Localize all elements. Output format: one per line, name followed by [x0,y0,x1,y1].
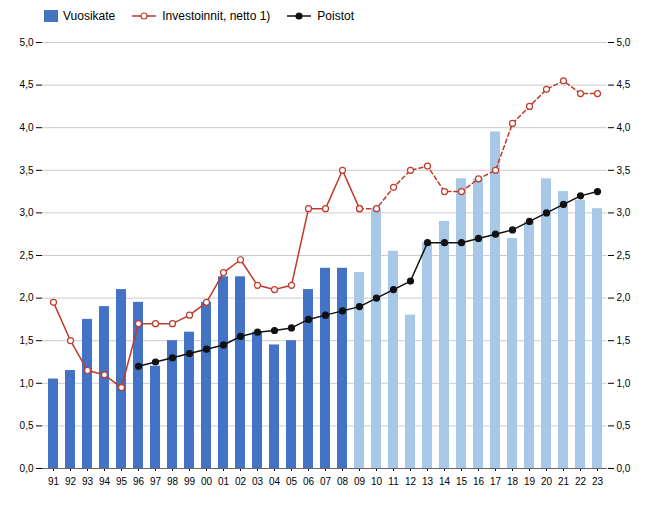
svg-text:0,0: 0,0 [617,463,631,474]
svg-text:00: 00 [201,476,213,487]
svg-text:2,0: 2,0 [20,292,34,303]
svg-text:10: 10 [371,476,383,487]
svg-text:4,5: 4,5 [617,79,631,90]
svg-text:97: 97 [150,476,162,487]
svg-text:3,5: 3,5 [617,165,631,176]
svg-text:2,0: 2,0 [617,292,631,303]
svg-text:1,5: 1,5 [20,335,34,346]
svg-text:04: 04 [269,476,281,487]
svg-text:0,5: 0,5 [20,420,34,431]
svg-text:2,5: 2,5 [20,250,34,261]
svg-text:3,0: 3,0 [20,207,34,218]
svg-text:06: 06 [303,476,315,487]
svg-text:23: 23 [592,476,604,487]
svg-text:4,0: 4,0 [617,122,631,133]
svg-text:14: 14 [439,476,451,487]
svg-text:09: 09 [354,476,366,487]
svg-text:1,0: 1,0 [20,378,34,389]
svg-text:16: 16 [473,476,485,487]
html-text:Investoinnit, netto 1): Investoinnit, netto 1) [162,9,271,23]
svg-text:21: 21 [558,476,570,487]
svg-text:22: 22 [575,476,587,487]
svg-text:99: 99 [184,476,196,487]
svg-text:07: 07 [320,476,332,487]
svg-text:95: 95 [116,476,128,487]
svg-text:17: 17 [490,476,502,487]
svg-text:96: 96 [133,476,145,487]
svg-text:3,5: 3,5 [20,165,34,176]
svg-text:13: 13 [422,476,434,487]
svg-text:92: 92 [65,476,77,487]
svg-text:3,0: 3,0 [617,207,631,218]
svg-text:4,5: 4,5 [20,79,34,90]
svg-text:4,0: 4,0 [20,122,34,133]
svg-text:1,5: 1,5 [617,335,631,346]
svg-text:08: 08 [337,476,349,487]
svg-text:01: 01 [218,476,230,487]
html-text:Vuosikate: Vuosikate [63,9,116,23]
svg-text:1,0: 1,0 [617,378,631,389]
svg-text:05: 05 [286,476,298,487]
svg-text:5,0: 5,0 [20,37,34,48]
svg-text:98: 98 [167,476,179,487]
svg-text:12: 12 [405,476,417,487]
svg-text:11: 11 [388,476,399,487]
svg-text:19: 19 [524,476,536,487]
svg-text:2,5: 2,5 [617,250,631,261]
svg-text:18: 18 [507,476,519,487]
svg-text:03: 03 [252,476,264,487]
svg-text:20: 20 [541,476,553,487]
svg-text:94: 94 [99,476,111,487]
html-text:Poistot: Poistot [317,9,354,23]
svg-text:0,0: 0,0 [20,463,34,474]
svg-text:91: 91 [48,476,60,487]
svg-text:5,0: 5,0 [617,37,631,48]
svg-text:0,5: 0,5 [617,420,631,431]
svg-text:93: 93 [82,476,94,487]
svg-text:02: 02 [235,476,247,487]
svg-text:15: 15 [456,476,468,487]
